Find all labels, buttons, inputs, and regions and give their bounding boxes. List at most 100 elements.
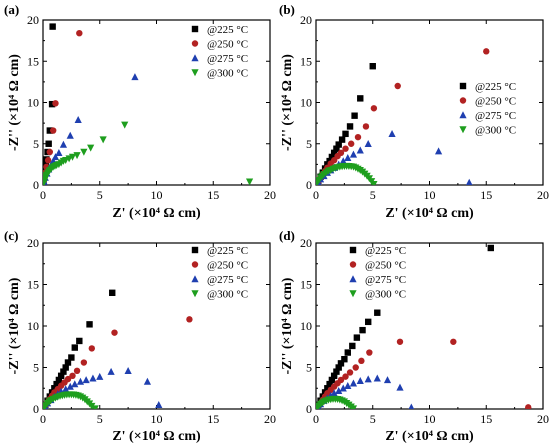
data-point	[396, 383, 404, 391]
legend-marker	[191, 40, 199, 47]
legend-entry: @225 °C	[365, 245, 406, 257]
data-point	[359, 326, 366, 334]
data-point	[337, 149, 345, 157]
data-point	[51, 153, 60, 161]
data-point	[60, 368, 67, 375]
data-point	[52, 100, 59, 107]
data-point	[124, 367, 132, 375]
y-tick-label: 10	[27, 319, 39, 333]
data-point	[370, 180, 378, 185]
data-point	[349, 150, 358, 158]
y-tick-label: 15	[300, 54, 312, 68]
legend-marker	[191, 290, 199, 298]
data-point	[73, 367, 81, 375]
y-tick-label: 20	[27, 13, 39, 27]
y-tick-label: 0	[306, 402, 312, 416]
x-axis-label: Z' (×10⁴ Ω cm)	[385, 206, 474, 221]
data-point	[342, 145, 349, 152]
data-point	[353, 334, 361, 341]
legend-entry: @300 °C	[475, 125, 516, 137]
data-point	[450, 338, 457, 345]
legend-marker	[191, 54, 199, 62]
data-point	[328, 153, 336, 161]
data-point	[80, 359, 88, 366]
panel-3: (d) 0 5 10 15 20 0 5 10 15 20 Z' (×10⁴ Ω cm) -Z'' (×…	[279, 228, 549, 444]
data-point	[51, 385, 58, 392]
y-tick-label: 5	[306, 361, 312, 375]
y-tick-label: 5	[306, 137, 312, 151]
x-tick-label: 0	[313, 188, 319, 202]
data-point	[357, 95, 364, 102]
data-point	[346, 123, 354, 130]
data-point	[342, 130, 349, 138]
data-point	[339, 157, 347, 165]
legend-entry: @275 °C	[207, 53, 248, 65]
data-point	[143, 377, 152, 385]
x-tick-label: 0	[40, 188, 46, 202]
y-tick-label: 20	[300, 236, 312, 250]
data-points	[316, 48, 490, 185]
data-point	[64, 359, 72, 366]
data-point	[396, 338, 404, 345]
data-point	[76, 377, 85, 385]
data-point	[356, 146, 364, 154]
data-point	[339, 384, 347, 392]
data-point	[408, 403, 415, 409]
data-point	[525, 404, 532, 409]
data-point	[49, 23, 56, 30]
data-point	[335, 141, 342, 148]
panel-0: (a) 0 5 10 15 20 0 5 10 15 20 Z' (×10⁴ Ω cm) -Z'' (×…	[4, 2, 276, 221]
y-tick-label: 15	[27, 54, 39, 68]
data-point	[73, 152, 81, 160]
data-point	[69, 372, 76, 379]
y-axis-label: -Z'' (×10⁴ Ω cm)	[7, 277, 22, 374]
x-tick-label: 20	[537, 412, 549, 426]
data-point	[46, 148, 54, 156]
data-points	[43, 23, 254, 185]
x-tick-label: 15	[480, 188, 492, 202]
x-tick-label: 20	[537, 188, 549, 202]
data-point	[346, 369, 354, 376]
data-point	[366, 349, 373, 356]
y-tick-label: 5	[33, 361, 39, 375]
data-point	[59, 140, 68, 148]
data-point	[55, 149, 63, 157]
data-point	[62, 385, 70, 393]
data-point	[335, 364, 342, 371]
data-point	[374, 309, 381, 316]
data-point	[86, 321, 93, 328]
data-point	[465, 178, 473, 185]
data-point	[96, 372, 104, 380]
y-tick-label: 0	[306, 178, 312, 192]
y-tick-label: 15	[27, 278, 39, 292]
y-axis-label: -Z'' (×10⁴ Ω cm)	[7, 54, 22, 151]
data-point	[373, 374, 381, 382]
data-point	[186, 316, 193, 323]
data-point	[68, 354, 75, 361]
data-point	[347, 140, 355, 147]
data-point	[344, 153, 352, 161]
data-point	[91, 405, 99, 409]
x-tick-label: 20	[264, 188, 276, 202]
data-point	[66, 131, 74, 139]
data-point	[55, 376, 63, 384]
x-tick-label: 15	[480, 412, 492, 426]
data-point	[88, 402, 96, 409]
legend-entry: @250 °C	[207, 260, 248, 272]
legend-entry: @275 °C	[365, 274, 406, 286]
y-tick-label: 10	[300, 96, 312, 110]
data-point	[71, 380, 79, 388]
data-point	[89, 374, 97, 382]
data-point	[131, 73, 139, 81]
x-tick-label: 15	[207, 188, 219, 202]
data-point	[76, 30, 83, 37]
plot-frame	[315, 242, 544, 410]
legend-marker	[459, 111, 467, 119]
data-point	[394, 82, 401, 90]
y-axis-label: -Z'' (×10⁴ Ω cm)	[280, 54, 295, 151]
data-point	[44, 157, 52, 164]
data-point	[349, 342, 356, 350]
x-axis-label: Z' (×10⁴ Ω cm)	[385, 429, 474, 444]
data-point	[80, 148, 88, 156]
x-axis-label: Z' (×10⁴ Ω cm)	[112, 206, 201, 221]
